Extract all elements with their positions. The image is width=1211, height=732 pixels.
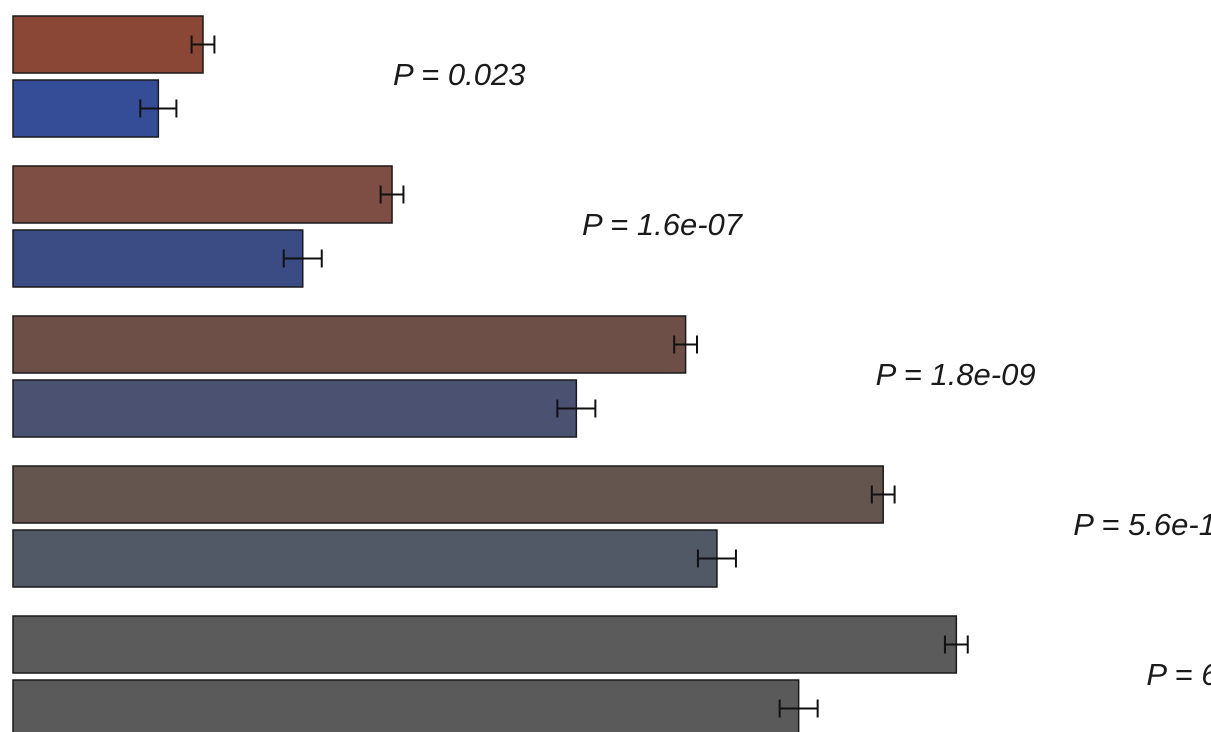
p-value-label-group2: P = 1.6e-07: [582, 207, 744, 242]
error-bar-group4-upper: [870, 485, 896, 504]
bar-group5-lower: [12, 679, 800, 732]
error-bar-group2-upper: [379, 185, 405, 204]
error-bar-group1-upper: [190, 35, 216, 54]
bar-group3-upper: [12, 315, 687, 374]
p-value-label-group1: P = 0.023: [393, 57, 525, 92]
error-bar-group3-lower: [556, 399, 597, 418]
bar-group4-upper: [12, 465, 884, 524]
error-bar-group4-lower: [696, 549, 737, 568]
bar-group2-upper: [12, 165, 393, 224]
error-bar-group5-lower: [778, 699, 819, 718]
p-value-label-group5: P = 6.8e-16: [1146, 657, 1211, 692]
p-value-label-group3: P = 1.8e-09: [876, 357, 1036, 392]
bar-group3-lower: [12, 379, 578, 438]
error-bar-group3-upper: [673, 335, 698, 354]
error-bar-group1-lower: [139, 99, 178, 118]
bar-group5-upper: [12, 615, 958, 674]
error-bar-group2-lower: [282, 249, 323, 268]
error-bar-group5-upper: [943, 635, 969, 654]
bar-group4-lower: [12, 529, 718, 588]
p-value-label-group4: P = 5.6e-17: [1073, 507, 1211, 542]
bar-group1-upper: [12, 15, 204, 74]
bar-group2-lower: [12, 229, 304, 288]
bar-group1-lower: [12, 79, 160, 138]
